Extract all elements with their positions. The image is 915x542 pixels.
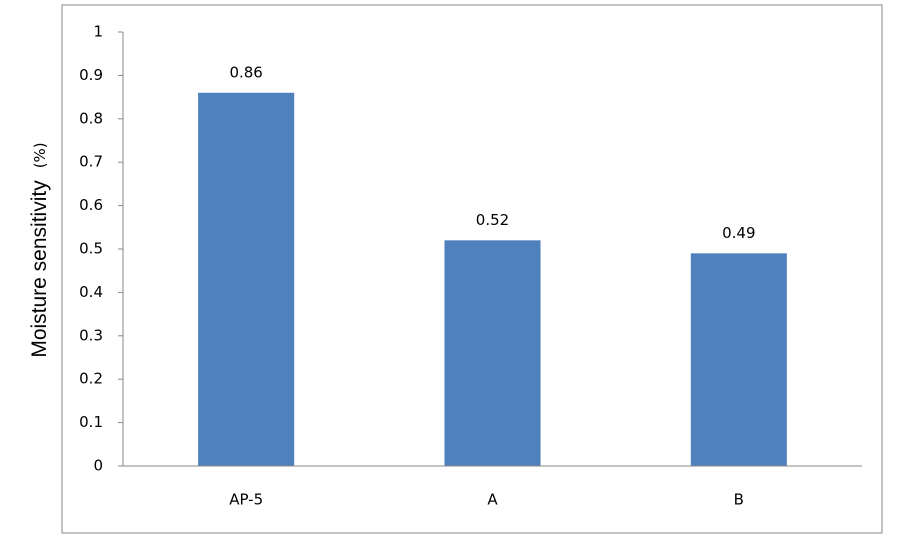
y-tick-label: 0.2: [79, 370, 103, 388]
data-label: 0.52: [476, 211, 509, 229]
bar: [444, 240, 541, 466]
y-tick-label: 0.1: [79, 413, 103, 431]
bar: [690, 253, 787, 466]
y-tick-label: 0.9: [79, 66, 103, 84]
y-tick-label: 0: [93, 457, 103, 475]
bar: [198, 92, 295, 466]
data-label: 0.86: [229, 63, 262, 81]
x-tick-label: AP-5: [229, 491, 263, 509]
y-tick-label: 0.8: [79, 109, 103, 127]
y-tick-label: 1: [93, 23, 103, 41]
y-tick-label: 0.3: [79, 326, 103, 344]
y-axis-unit: (%): [31, 142, 49, 168]
data-label: 0.49: [722, 224, 755, 242]
y-tick-label: 0.4: [79, 283, 103, 301]
y-tick-label: 0.5: [79, 240, 103, 258]
x-tick-label: A: [487, 491, 498, 509]
x-tick-label: B: [734, 491, 744, 509]
y-axis-title: Moisture sensitivity: [28, 180, 51, 358]
y-tick-label: 0.6: [79, 196, 103, 214]
y-axis-label: Moisture sensitivity (%): [28, 142, 51, 357]
y-tick-label: 0.7: [79, 153, 103, 171]
